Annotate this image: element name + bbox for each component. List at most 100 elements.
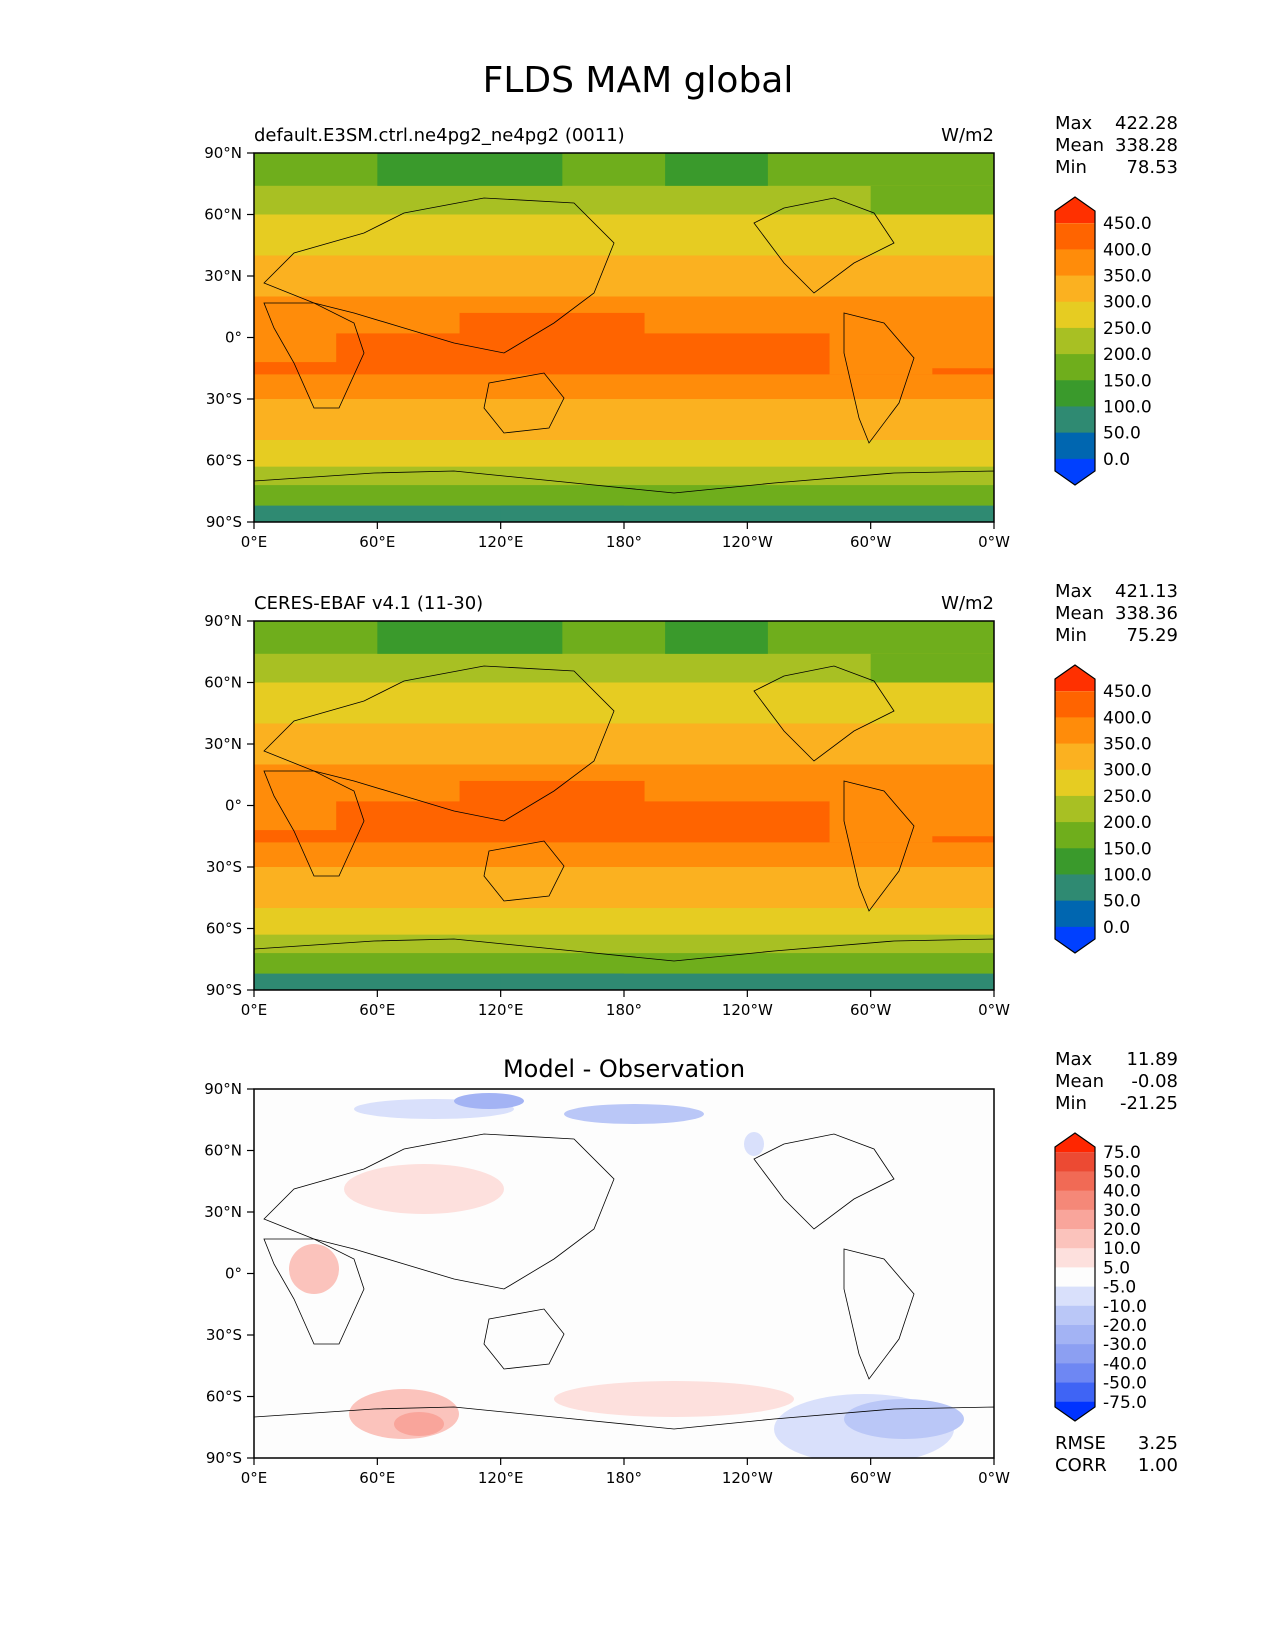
anomaly-region <box>554 1381 794 1417</box>
field-region <box>829 306 933 375</box>
stat-value: 421.13 <box>1115 581 1178 602</box>
y-tick-label: 0° <box>225 1265 242 1283</box>
y-tick-label: 90°S <box>206 1449 242 1467</box>
colorbar-outline <box>1054 196 1096 486</box>
x-tick-label: 0°E <box>241 1469 268 1487</box>
colorbar-extend-min <box>1055 1401 1095 1421</box>
stats-block: Max 421.13 Mean 338.36 Min 75.29 <box>1055 581 1178 646</box>
x-tick-label: 60°E <box>359 533 395 551</box>
coastline <box>254 1406 994 1458</box>
colorbar-segment <box>1055 1305 1095 1326</box>
field-region <box>922 774 994 837</box>
coastline <box>483 1308 565 1370</box>
colorbar-segment <box>1055 1190 1095 1211</box>
x-tick-label: 0°W <box>978 1469 1010 1487</box>
colorbar-tick-label: -10.0 <box>1103 1297 1147 1317</box>
y-tick-label: 60°N <box>204 674 242 692</box>
x-tick-label: 0°E <box>241 533 268 551</box>
colorbar-segment <box>1055 406 1095 434</box>
colorbar-segment <box>1055 1171 1095 1192</box>
colorbar-tick-label: 250.0 <box>1103 319 1152 339</box>
colorbar-tick-label: 450.0 <box>1103 682 1152 702</box>
stat-value: 78.53 <box>1126 157 1178 178</box>
colorbar-segment <box>1055 432 1095 460</box>
colorbar-segment <box>1055 275 1095 303</box>
field-band <box>254 908 994 936</box>
y-tick-label: 60°S <box>206 452 242 470</box>
y-tick-label: 30°N <box>204 1203 242 1221</box>
y-tick-label: 60°N <box>204 1142 242 1160</box>
coastline <box>263 1238 365 1345</box>
stat-label: Max <box>1055 1049 1093 1070</box>
field-band <box>254 842 994 868</box>
coastline <box>263 302 365 409</box>
colorbar-segment <box>1055 1363 1095 1384</box>
colorbar-tick-label: 0.0 <box>1103 450 1130 470</box>
x-tick-label: 120°E <box>478 533 524 551</box>
colorbar-segment <box>1055 1382 1095 1403</box>
colorbar-tick-label: 5.0 <box>1103 1258 1130 1278</box>
colorbar-segment <box>1055 1152 1095 1172</box>
y-tick-label: 30°N <box>204 735 242 753</box>
field-region <box>870 653 994 683</box>
coastlines <box>254 665 994 990</box>
colorbar-segment <box>1055 822 1095 849</box>
stat-label: Min <box>1055 157 1087 178</box>
x-tick-label: 120°E <box>478 1001 524 1019</box>
colorbar-segment <box>1055 1344 1095 1364</box>
anomaly-region <box>289 1244 339 1294</box>
x-tick-label: 0°E <box>241 1001 268 1019</box>
y-tick-label: 0° <box>225 329 242 347</box>
colorbar-segment <box>1055 1325 1095 1345</box>
coastline <box>263 197 615 354</box>
x-tick-label: 0°W <box>978 1001 1010 1019</box>
anomaly-region <box>844 1399 964 1439</box>
coastline <box>843 312 915 444</box>
x-tick-label: 180° <box>606 1001 642 1019</box>
coastline <box>254 938 994 990</box>
colorbar-segment <box>1055 874 1095 902</box>
stat-label: Max <box>1055 581 1093 602</box>
panel-units: W/m2 <box>941 593 994 614</box>
coastline <box>843 1248 915 1380</box>
y-tick-label: 90°N <box>204 612 242 630</box>
x-tick-label: 120°E <box>478 1469 524 1487</box>
colorbar-extend-max <box>1055 197 1095 224</box>
colorbar-tick-label: 200.0 <box>1103 345 1152 365</box>
coastline <box>753 1133 895 1230</box>
colorbar-segment <box>1055 223 1095 250</box>
colorbar-tick-label: 50.0 <box>1103 424 1141 444</box>
y-axis: 90°N 60°N 30°N 0° 30°S 60°S 90°S <box>204 144 254 531</box>
y-tick-label: 90°S <box>206 981 242 999</box>
y-axis: 90°N 60°N 30°N 0° 30°S 60°S 90°S <box>204 612 254 999</box>
coastline <box>254 470 994 522</box>
colorbar-segment <box>1055 691 1095 718</box>
colorbar: 450.0 400.0 350.0 300.0 250.0 200.0 150.0 100.0… <box>1054 196 1152 486</box>
stat-label: Mean <box>1055 1071 1104 1092</box>
stat-value: 338.28 <box>1115 135 1178 156</box>
colorbar-segment <box>1055 1267 1095 1288</box>
colorbar-tick-label: 450.0 <box>1103 214 1152 234</box>
field-band <box>254 867 994 909</box>
colorbar-extend-min <box>1055 458 1095 485</box>
anomaly-region <box>454 1093 524 1109</box>
x-axis: 0°E 60°E 120°E 180° 120°W 60°W 0°W <box>241 1458 1010 1487</box>
y-tick-label: 90°N <box>204 1080 242 1098</box>
stat-label: CORR <box>1055 1455 1107 1476</box>
stat-label: Mean <box>1055 135 1104 156</box>
colorbar-tick-label: -50.0 <box>1103 1374 1147 1394</box>
x-tick-label: 180° <box>606 1469 642 1487</box>
x-tick-label: 60°E <box>359 1001 395 1019</box>
colorbar-segment <box>1055 795 1095 823</box>
x-axis: 0°E 60°E 120°E 180° 120°W 60°W 0°W <box>241 990 1010 1019</box>
field-band <box>254 621 994 655</box>
colorbar-tick-label: 10.0 <box>1103 1239 1141 1259</box>
panel-observation: CERES-EBAF v4.1 (11-30) W/m2 0°E 60°E 120°… <box>204 581 1178 1019</box>
colorbar-segment <box>1055 717 1095 745</box>
colorbar-tick-label: 300.0 <box>1103 761 1152 781</box>
coastline <box>263 1133 615 1290</box>
colorbar-segment <box>1055 380 1095 407</box>
field-band <box>254 953 994 975</box>
field-region <box>254 780 337 831</box>
